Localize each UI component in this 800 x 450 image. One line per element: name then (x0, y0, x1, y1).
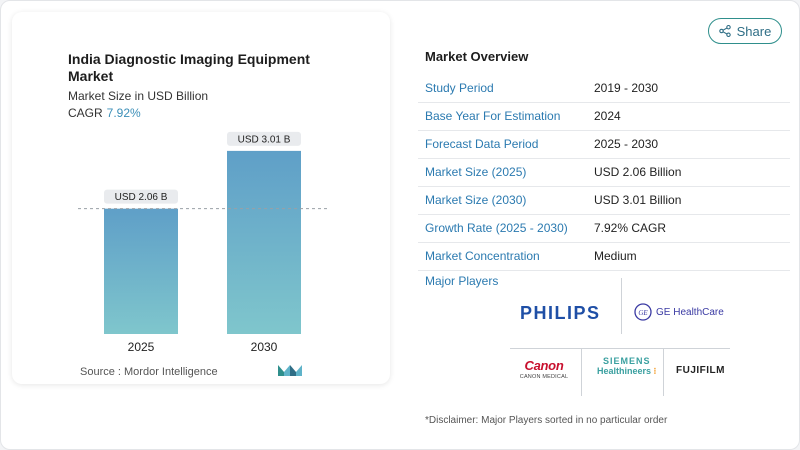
canon-medical-label: CANON MEDICAL (519, 374, 569, 380)
ge-healthcare-logo: GE GE HealthCare (634, 303, 724, 321)
divider (581, 348, 582, 396)
overview-title: Market Overview (425, 49, 529, 64)
major-players-label: Major Players (425, 274, 499, 288)
overview-value: USD 2.06 Billion (594, 165, 682, 179)
overview-key: Base Year For Estimation (425, 109, 561, 123)
chart-card (12, 12, 390, 384)
data-label-bg (227, 131, 301, 146)
philips-logo: PHILIPS (520, 303, 601, 323)
bar-chart: USD 2.06 B 2025 USD 3.01 B 2030 (78, 131, 328, 354)
overview-row: Market Size (2030) USD 3.01 Billion (418, 187, 790, 215)
overview-row: Study Period 2019 - 2030 (418, 75, 790, 103)
overview-table: Study Period 2019 - 2030 Base Year For Est… (418, 75, 790, 271)
ge-monogram-icon: GE (634, 303, 652, 321)
disclaimer-text: *Disclaimer: Major Players sorted in no … (425, 415, 668, 426)
overview-key: Market Size (2025) (425, 165, 527, 179)
x-tick-label: 2030 (251, 340, 278, 354)
overview-row: Forecast Data Period 2025 - 2030 (418, 131, 790, 159)
healthineers-label: Healthineers ⁝ (597, 366, 656, 377)
bar-2030 (227, 150, 301, 334)
chart-title: India Diagnostic Imaging Equipment Marke… (68, 51, 310, 84)
mordor-logo-icon (277, 363, 303, 382)
overview-key: Market Concentration (425, 249, 540, 263)
chart-subtitle: Market Size in USD Billion (68, 89, 209, 103)
overview-row: Market Size (2025) USD 2.06 Billion (418, 159, 790, 187)
share-button[interactable]: Share (708, 18, 782, 44)
overview-key: Study Period (425, 81, 494, 95)
overview-value: Medium (594, 249, 637, 263)
ge-healthcare-label: GE HealthCare (656, 306, 724, 318)
svg-text:GE: GE (638, 309, 648, 317)
x-tick-label: 2025 (128, 340, 155, 354)
healthineers-text: Healthineers (597, 366, 652, 376)
fujifilm-logo: FUJIFILM (676, 365, 725, 376)
healthineers-dots-icon: ⁝ (653, 366, 657, 376)
overview-value: 2025 - 2030 (594, 137, 659, 151)
canon-wordmark: Canon (524, 358, 564, 373)
overview-row: Base Year For Estimation 2024 (418, 103, 790, 131)
data-label-bg (104, 189, 178, 204)
overview-row: Growth Rate (2025 - 2030) 7.92% CAGR (418, 215, 790, 243)
share-icon (718, 25, 731, 37)
divider (621, 278, 622, 334)
siemens-healthineers-logo: SIEMENS Healthineers ⁝ (597, 356, 656, 377)
overview-key: Growth Rate (2025 - 2030) (425, 221, 568, 235)
chart-cagr: CAGR 7.92% (68, 106, 141, 120)
overview-value: 2019 - 2030 (594, 81, 659, 95)
cagr-value: 7.92% (106, 106, 141, 120)
overview-row: Market Concentration Medium (418, 243, 790, 271)
canon-medical-logo: Canon CANON MEDICAL (516, 358, 572, 380)
source-text: Source : Mordor Intelligence (80, 366, 218, 378)
overview-key: Market Size (2030) (425, 193, 527, 207)
divider (663, 348, 664, 396)
data-label: USD 3.01 B (238, 134, 291, 145)
share-label: Share (736, 23, 772, 39)
data-label: USD 2.06 B (115, 192, 168, 203)
overview-key: Forecast Data Period (425, 137, 539, 151)
bar-2025 (104, 208, 178, 334)
overview-value: 7.92% CAGR (594, 221, 667, 235)
cagr-label: CAGR (68, 106, 103, 120)
overview-value: USD 3.01 Billion (594, 193, 682, 207)
siemens-label: SIEMENS (602, 356, 651, 366)
divider (510, 348, 730, 349)
overview-value: 2024 (594, 109, 621, 123)
